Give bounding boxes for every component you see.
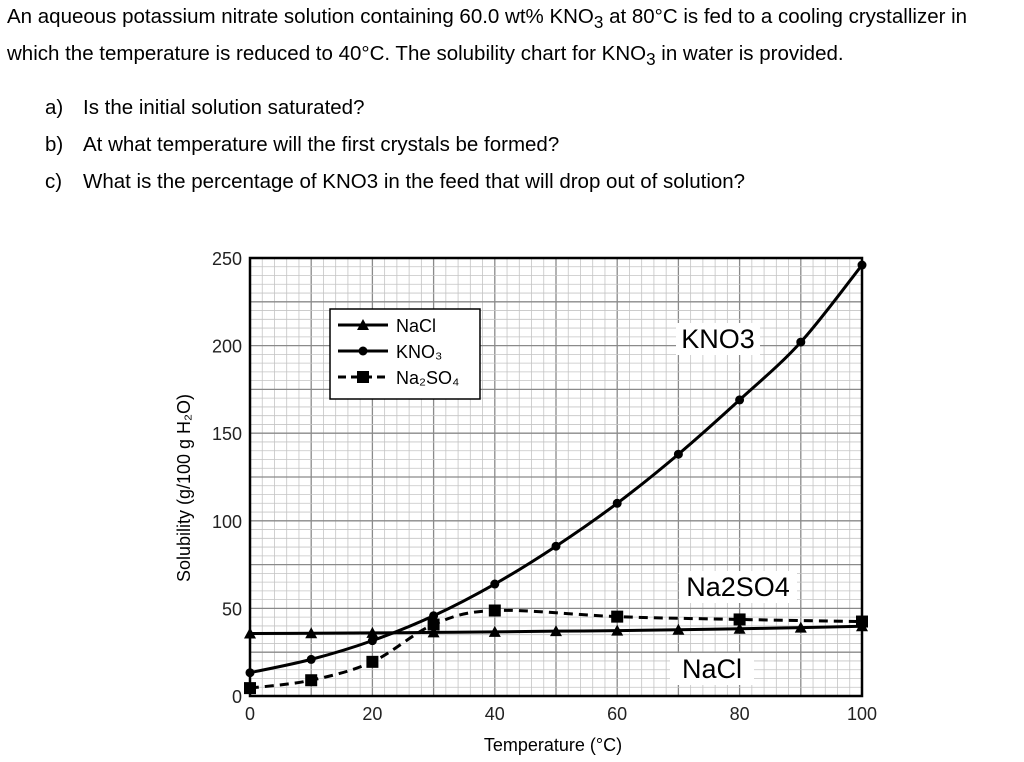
- data-point: [550, 625, 562, 637]
- data-point: [429, 611, 439, 621]
- subscript: 3: [646, 49, 656, 69]
- annotation-bg: [676, 323, 760, 355]
- x-tick-label: 40: [485, 704, 505, 724]
- data-point: [427, 618, 440, 631]
- question-text: Is the initial solution saturated?: [83, 96, 365, 119]
- y-axis-label: Solubility (g/100 g H₂O): [174, 394, 194, 582]
- series-layer: [244, 260, 868, 695]
- y-tick-label: 200: [212, 337, 242, 357]
- tick-labels: 0 20 40 60 80 100 0 50 100 150 200 250: [212, 249, 877, 724]
- data-point: [305, 627, 318, 639]
- question-letter: c): [45, 170, 63, 193]
- data-point: [366, 626, 379, 638]
- annotation-layer: KNO3 Na2SO4 NaCl: [670, 323, 797, 685]
- y-tick-label: 250: [212, 249, 242, 269]
- x-tick-label: 20: [362, 704, 382, 724]
- data-point: [672, 623, 685, 635]
- legend-marker: [357, 319, 369, 330]
- data-point: [244, 682, 256, 695]
- question-letter: a): [45, 96, 64, 119]
- data-point: [551, 541, 561, 551]
- annotation-bg: [670, 653, 754, 685]
- statement-part: in water is provided.: [655, 41, 844, 65]
- annotation-label: NaCl: [682, 654, 742, 684]
- data-point: [857, 260, 867, 270]
- legend-label: Na₂SO₄: [396, 368, 459, 388]
- subscript: 3: [593, 13, 604, 33]
- data-point: [794, 621, 807, 633]
- legend: NaCl KNO₃ Na₂SO₄: [329, 308, 481, 400]
- data-point: [733, 622, 746, 634]
- x-tick-label: 100: [847, 704, 877, 724]
- x-axis-label: Temperature (°C): [484, 735, 622, 755]
- data-point: [488, 604, 501, 617]
- legend-label: NaCl: [396, 316, 436, 336]
- statement-part: An aqueous potassium nitrate solution co…: [7, 5, 594, 28]
- data-point: [673, 449, 683, 459]
- question-a: a) Is the initial solution saturated?: [45, 93, 364, 124]
- statement-part: at 80°C is fed to a cooling crystallizer…: [7, 5, 968, 65]
- question-text: What is the percentage of KNO3 in the fe…: [83, 170, 746, 193]
- annotation-label: KNO3: [681, 324, 755, 354]
- data-point: [305, 674, 318, 687]
- annotation-label: Na2SO4: [686, 572, 790, 602]
- data-point: [366, 655, 379, 668]
- x-tick-label: 60: [607, 704, 627, 724]
- plot-frame: [248, 256, 864, 698]
- data-point: [611, 624, 624, 636]
- question-text: At what temperature will the first cryst…: [83, 133, 560, 156]
- data-point: [427, 626, 440, 638]
- data-point: [796, 337, 806, 347]
- x-tick-label: 0: [245, 704, 255, 724]
- data-point: [244, 627, 256, 639]
- series-line: [249, 264, 864, 675]
- y-tick-label: 50: [222, 599, 242, 619]
- legend-label: KNO₃: [396, 342, 442, 362]
- x-tick-label: 80: [730, 704, 750, 724]
- data-point: [733, 613, 746, 626]
- data-point: [735, 395, 745, 405]
- series-0: [244, 620, 868, 639]
- y-tick-label: 100: [212, 512, 242, 532]
- series-2: [244, 604, 868, 695]
- problem-statement: An aqueous potassium nitrate solution co…: [7, 2, 1019, 75]
- data-point: [306, 654, 316, 664]
- problem-text: An aqueous potassium nitrate solution co…: [7, 2, 1019, 193]
- data-point: [490, 579, 500, 589]
- data-point: [856, 620, 868, 632]
- data-point: [611, 610, 624, 623]
- question-letter: b): [45, 133, 64, 156]
- data-point: [245, 668, 255, 678]
- series-1: [245, 260, 867, 678]
- legend-marker: [357, 371, 369, 383]
- y-tick-label: 150: [212, 424, 242, 444]
- data-point: [488, 625, 501, 637]
- question-b: b) At what temperature will the first cry…: [45, 130, 559, 161]
- data-point: [367, 636, 377, 646]
- y-tick-label: 0: [232, 687, 242, 707]
- data-point: [612, 498, 622, 508]
- legend-marker: [358, 346, 368, 356]
- annotation-bg: [679, 571, 797, 603]
- question-c: c) What is the percentage of KNO3 in the …: [45, 167, 745, 198]
